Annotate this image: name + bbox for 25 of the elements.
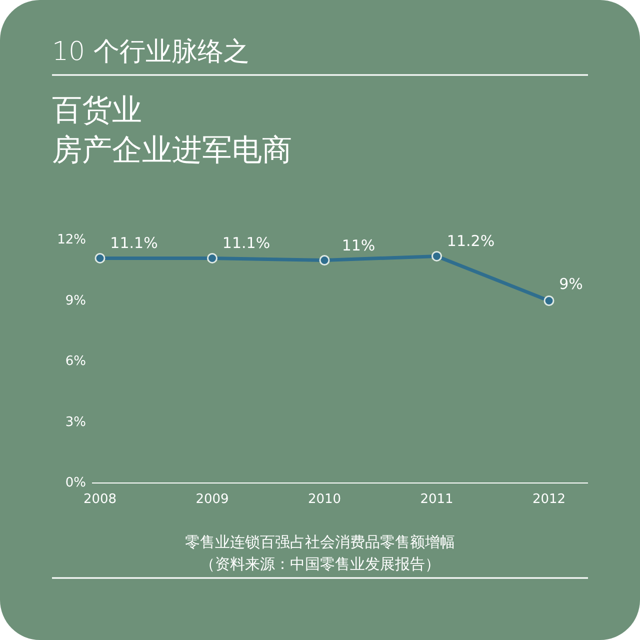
- x-tick-label: 2012: [532, 492, 566, 507]
- y-tick-label: 3%: [65, 414, 86, 430]
- point: [544, 296, 554, 306]
- y-tick-label: 6%: [65, 354, 86, 369]
- x-tick-label: 2011: [420, 492, 454, 507]
- point: [207, 252, 218, 264]
- data-label: 11.1%: [222, 234, 270, 252]
- data-label: 11.1%: [110, 234, 158, 252]
- y-tick-label: 12%: [57, 232, 86, 248]
- text: 房产企业进军电商: [52, 133, 292, 168]
- x-axis-title: 零售业连锁百强占社会消费品零售额增幅: [185, 533, 455, 551]
- text: （资料来源：中国零售业发展报告）: [200, 555, 440, 573]
- point: [94, 252, 106, 264]
- chart-subtitle: 百货业: [52, 93, 142, 128]
- x-tick-label: 2009: [196, 492, 229, 507]
- point: [432, 250, 442, 262]
- point: [319, 255, 330, 266]
- data-label: 11%: [342, 236, 376, 254]
- chart-title: 10 个行业脉络之: [52, 37, 250, 67]
- y-tick-label: 0%: [65, 476, 86, 490]
- x-tick-label: 2010: [308, 492, 342, 507]
- y-tick-label: 9%: [65, 293, 86, 308]
- data-label: 9%: [559, 274, 583, 293]
- data-label: 11.2%: [446, 232, 495, 250]
- x-tick-label: 2008: [83, 492, 117, 507]
